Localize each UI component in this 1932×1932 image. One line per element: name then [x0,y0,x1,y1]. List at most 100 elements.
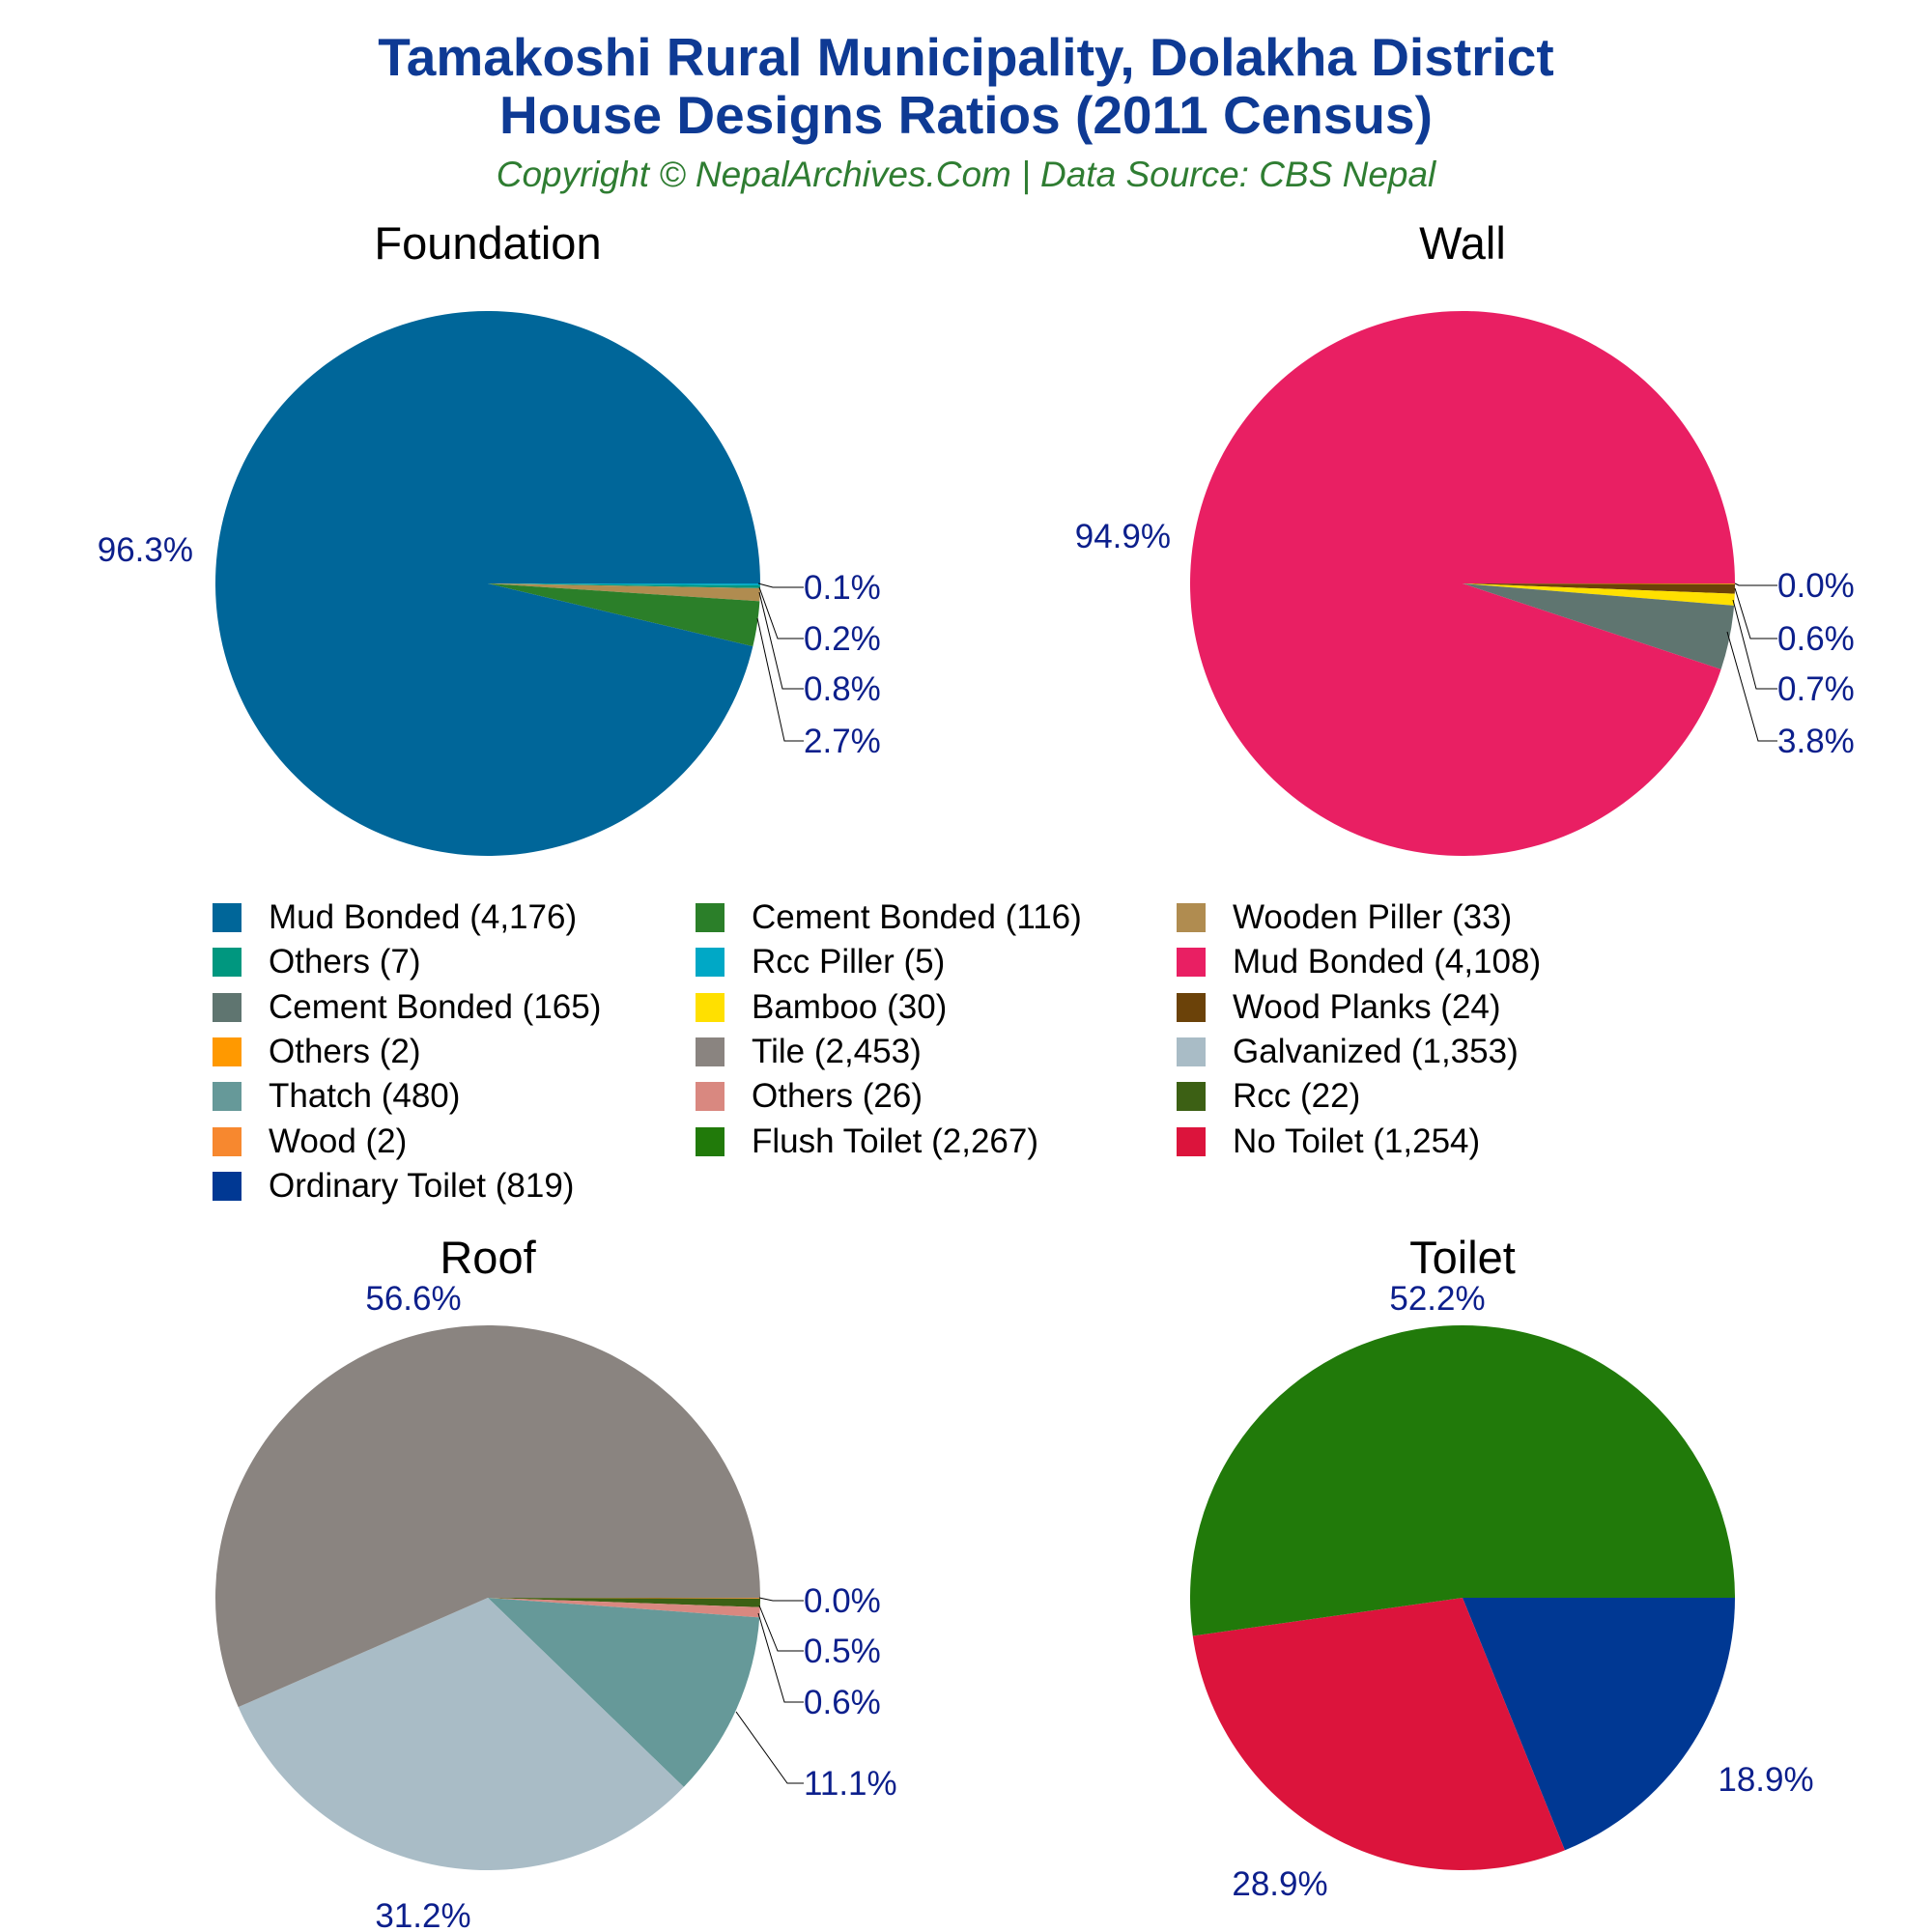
pie-slice-others [488,1598,760,1618]
legend-item: Mud Bonded (4,108) [1177,941,1541,983]
percent-label: 2.7% [804,723,881,760]
chart-subtitle: Copyright © NepalArchives.Com | Data Sou… [496,155,1436,194]
legend-swatch [696,1126,724,1156]
legend-label: Others (2) [269,1032,421,1070]
legend-label: Tile (2,453) [752,1032,922,1070]
legend-swatch [696,903,724,932]
legend-label: Thatch (480) [269,1077,461,1116]
legend-swatch [213,1126,242,1156]
legend-label: Cement Bonded (116) [752,898,1082,936]
legend-label: Flush Toilet (2,267) [752,1122,1039,1160]
legend-swatch [1177,1082,1206,1112]
legend-item: Others (2) [213,1031,421,1073]
legend-item: No Toilet (1,254) [1177,1121,1480,1163]
percent-label: 96.3% [98,531,193,569]
percent-label: 0.0% [1777,567,1855,605]
percent-label: 94.9% [1075,518,1171,555]
legend-item: Mud Bonded (4,176) [213,896,577,939]
label-leader-line [735,1711,804,1784]
legend-item: Others (7) [213,941,421,983]
percent-label: 0.1% [804,569,881,607]
legend-label: Mud Bonded (4,176) [269,898,578,936]
legend-item: Galvanized (1,353) [1177,1031,1519,1073]
label-leader-line [757,582,804,588]
legend-label: Wood Planks (24) [1233,987,1501,1026]
legend-item: Wood (2) [213,1121,407,1163]
legend-swatch [213,992,242,1022]
pie-slice-thatch [488,1598,760,1787]
pie-title: Foundation [374,217,601,269]
pie-slice-cement-bonded [488,583,760,647]
pie-title: Wall [1419,217,1506,269]
label-leader-line [758,1605,804,1652]
legend-label: Others (26) [752,1077,923,1116]
legend-swatch [1177,903,1206,932]
pie-slice-rcc-piller [488,583,760,586]
pie-slice-wood [488,1598,761,1599]
pie-slice-wood-planks [1463,583,1735,594]
legend-label: Rcc Piller (5) [752,943,946,981]
percent-label: 18.9% [1718,1761,1813,1799]
legend-label: Galvanized (1,353) [1233,1032,1519,1070]
legend-swatch [213,1171,242,1201]
chart-title-line-2: House Designs Ratios (2011 Census) [499,85,1433,145]
pie-slice-wooden-piller [488,583,760,602]
percent-label: 0.6% [804,1684,881,1721]
pie-slice-galvanized [238,1598,684,1871]
legend-swatch [1177,948,1206,978]
pie-title: Roof [440,1232,536,1283]
percent-label: 0.2% [804,620,881,658]
label-leader-line [1734,587,1777,639]
percent-label: 52.2% [1389,1280,1485,1318]
legend-swatch [696,992,724,1022]
label-leader-line [757,1612,804,1703]
legend-item: Flush Toilet (2,267) [696,1121,1038,1163]
legend-item: Others (26) [696,1075,923,1118]
legend-swatch [1177,1126,1206,1156]
legend-item: Ordinary Toilet (819) [213,1165,574,1208]
percent-label: 31.2% [375,1897,470,1932]
legend-item: Wood Planks (24) [1177,986,1501,1029]
percent-label: 28.9% [1232,1865,1327,1903]
pie-title: Toilet [1409,1232,1516,1283]
label-leader-line [758,1597,804,1602]
legend-label: Others (7) [269,943,421,981]
legend-label: No Toilet (1,254) [1233,1122,1481,1160]
pie-slice-mud-bonded [215,310,760,856]
pie-slice-rcc [488,1598,760,1607]
label-leader-line [1734,582,1777,586]
chart-title-line-1: Tamakoshi Rural Municipality, Dolakha Di… [378,27,1554,87]
percent-label: 0.6% [1777,620,1855,658]
legend-label: Ordinary Toilet (819) [269,1166,575,1205]
legend-swatch [696,1082,724,1112]
label-leader-line [1726,631,1777,742]
label-leader-line [758,591,804,690]
legend-item: Rcc (22) [1177,1075,1360,1118]
percent-label: 0.7% [1777,670,1855,708]
legend-item: Tile (2,453) [696,1031,922,1073]
pie-slice-flush-toilet [1190,1324,1735,1636]
legend-label: Cement Bonded (165) [269,987,602,1026]
legend-swatch [213,948,242,978]
pie-slice-cement-bonded [1463,583,1735,669]
pie-slice-no-toilet [1192,1598,1565,1871]
label-leader-line [758,586,804,639]
percent-label: 0.0% [804,1582,881,1620]
pie-chart-wall: Wall 0.0% 0.6% 0.7% 3.8% 94.9% [1075,217,1855,857]
pie-chart-roof: Roof 0.0% 0.5% 0.6% 11.1% 31.2% 56.6% [214,1232,897,1932]
legend-label: Bamboo (30) [752,987,948,1026]
legend-swatch [696,1037,724,1066]
legend-swatch [213,903,242,932]
legend-label: Rcc (22) [1233,1077,1361,1116]
percent-label: 3.8% [1777,723,1855,760]
legend-label: Wooden Piller (33) [1233,898,1513,936]
pie-slice-bamboo [1463,583,1735,606]
legend-swatch [1177,992,1206,1022]
label-leader-line [1732,599,1777,690]
percent-label: 11.1% [804,1765,897,1803]
legend-swatch [696,948,724,978]
pie-slice-mud-bonded [1189,311,1735,857]
legend-item: Rcc Piller (5) [696,941,945,983]
legend-label: Wood (2) [269,1122,408,1160]
percent-label: 56.6% [365,1280,461,1318]
